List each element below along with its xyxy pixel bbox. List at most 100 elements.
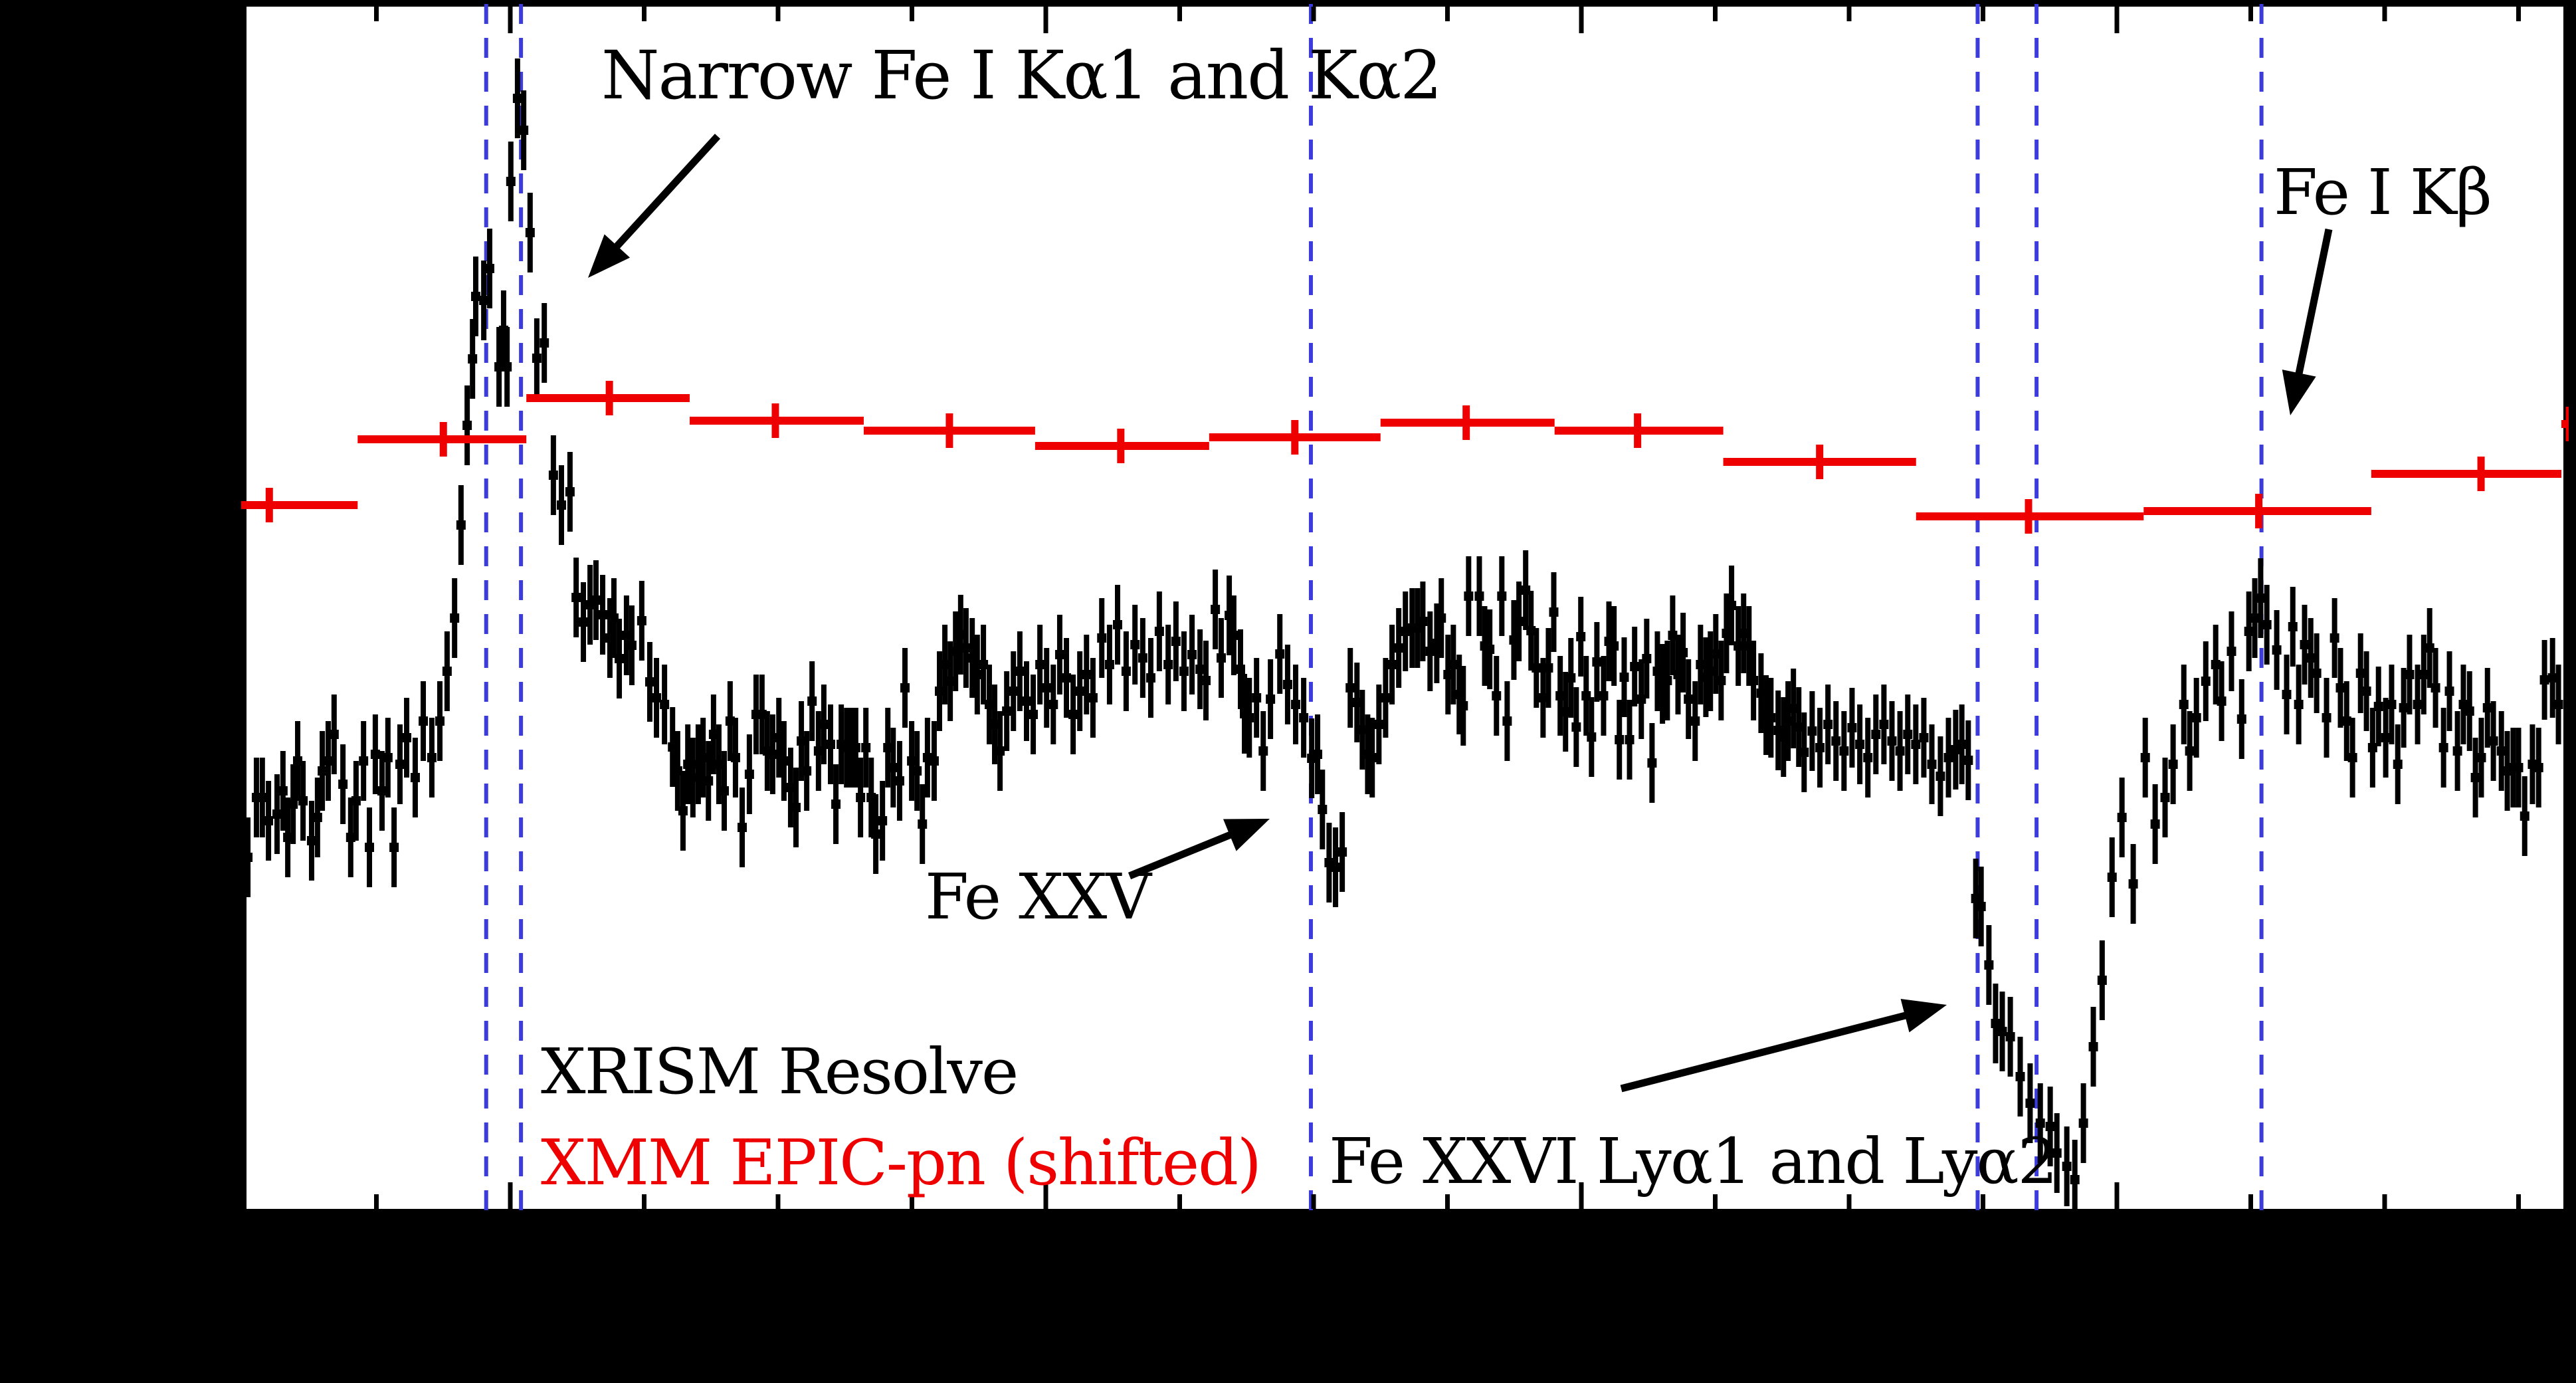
data-point xyxy=(1690,716,1700,726)
data-point xyxy=(2520,811,2529,821)
data-point xyxy=(1171,637,1181,646)
data-point xyxy=(338,780,348,789)
data-point xyxy=(1244,713,1254,722)
data-point xyxy=(1957,740,1967,749)
data-point xyxy=(1318,805,1328,814)
data-point xyxy=(2553,700,2563,709)
data-point xyxy=(1290,700,1300,709)
data-point xyxy=(1895,746,1905,756)
data-point xyxy=(2341,716,2351,726)
data-point xyxy=(377,786,387,796)
data-point xyxy=(652,693,662,702)
data-point xyxy=(278,786,288,796)
data-point xyxy=(1636,694,1646,704)
data-point xyxy=(2035,1118,2045,1128)
data-point xyxy=(825,740,835,749)
data-point xyxy=(1275,649,1285,659)
data-point xyxy=(1021,696,1031,706)
data-point xyxy=(2452,746,2462,756)
data-point xyxy=(272,809,282,819)
data-point xyxy=(1042,683,1052,692)
data-point xyxy=(688,773,698,782)
data-point xyxy=(1887,736,1897,746)
data-point xyxy=(961,643,971,653)
data-point xyxy=(725,716,735,726)
data-point xyxy=(1374,720,1384,729)
fexxvi-label-arrowhead xyxy=(1900,999,1947,1033)
data-point xyxy=(940,660,950,669)
data-point xyxy=(1235,665,1245,674)
data-point xyxy=(1668,631,1678,640)
data-point xyxy=(797,736,807,746)
data-point xyxy=(1097,633,1107,643)
data-point xyxy=(1252,693,1262,702)
data-point xyxy=(1474,591,1484,601)
data-point xyxy=(2128,879,2138,889)
data-point xyxy=(318,766,328,776)
data-point xyxy=(450,613,460,623)
data-point xyxy=(785,783,795,792)
data-point xyxy=(627,641,637,650)
data-point xyxy=(774,733,784,742)
data-point xyxy=(737,823,747,832)
data-point xyxy=(2430,683,2440,692)
data-point xyxy=(2070,1175,2080,1184)
data-point xyxy=(1615,735,1625,744)
data-point xyxy=(2470,773,2480,782)
data-point xyxy=(1592,657,1602,667)
data-point xyxy=(2373,702,2383,711)
data-point xyxy=(2097,976,2107,985)
data-point xyxy=(878,816,888,825)
data-point xyxy=(1716,676,1726,685)
data-point xyxy=(1121,667,1131,676)
data-point xyxy=(1015,667,1025,676)
data-point xyxy=(370,750,380,759)
data-point xyxy=(1035,660,1045,669)
data-point xyxy=(1538,693,1548,702)
data-point xyxy=(2413,700,2423,709)
data-point xyxy=(2272,645,2282,655)
data-point xyxy=(419,716,429,726)
data-point xyxy=(856,793,866,802)
data-point xyxy=(907,756,917,766)
data-point xyxy=(579,617,589,627)
data-point xyxy=(1054,650,1064,659)
kb-label-arrow xyxy=(2294,228,2333,381)
data-point xyxy=(1847,723,1857,732)
data-point xyxy=(1048,700,1058,709)
data-point xyxy=(2347,753,2357,762)
data-point xyxy=(2399,703,2409,712)
data-point xyxy=(2179,700,2189,709)
data-point xyxy=(243,853,253,862)
data-point xyxy=(1145,673,1155,683)
data-point xyxy=(1566,673,1576,683)
data-point xyxy=(502,362,512,372)
data-point xyxy=(900,683,910,692)
data-point xyxy=(442,667,452,676)
data-point xyxy=(935,687,945,696)
data-point xyxy=(1002,706,1012,716)
data-point xyxy=(2444,687,2454,696)
data-point xyxy=(2236,714,2246,724)
data-point xyxy=(383,753,393,762)
data-point xyxy=(351,796,361,805)
data-point xyxy=(1437,613,1446,623)
data-point xyxy=(1903,730,1913,739)
data-point xyxy=(2062,1162,2072,1171)
data-point xyxy=(1997,1027,2007,1036)
data-point xyxy=(556,500,566,510)
data-point xyxy=(1229,631,1238,640)
data-point xyxy=(2217,696,2227,706)
legend-xmm: XMM EPIC-pn (shifted) xyxy=(541,1126,1260,1200)
data-point xyxy=(972,670,982,679)
data-point xyxy=(1029,710,1039,719)
xrism-resolve-series xyxy=(243,58,2563,1214)
data-point xyxy=(2381,733,2391,742)
data-point xyxy=(644,677,654,687)
data-point xyxy=(683,760,693,769)
data-point xyxy=(468,354,478,364)
data-point xyxy=(1187,650,1197,659)
data-point xyxy=(1935,772,1945,781)
data-point xyxy=(2405,670,2415,679)
